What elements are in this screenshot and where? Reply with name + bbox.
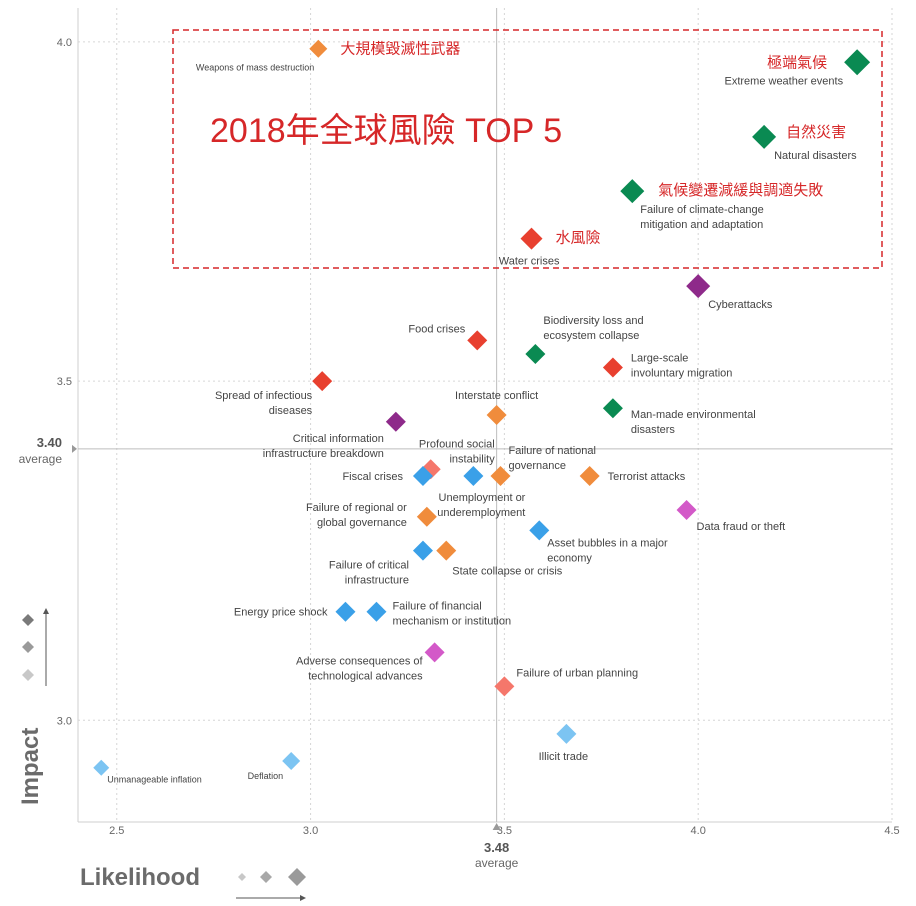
point-marker	[424, 642, 445, 663]
x-tick-label: 4.0	[691, 825, 706, 837]
point-marker	[309, 39, 328, 58]
point-label: Biodiversity loss and ecosystem collapse	[543, 315, 643, 342]
point-label-cn: 氣候變遷減緩與調適失敗	[658, 181, 823, 199]
point-label: Adverse consequences of technological adv…	[296, 655, 424, 682]
impact-legend-diamond	[22, 614, 34, 626]
point-label: Failure of financial mechanism or institu…	[392, 601, 511, 628]
y-tick-label: 3.0	[57, 715, 72, 727]
point-marker	[93, 759, 110, 776]
point-label: Weapons of mass destruction	[196, 63, 314, 73]
likelihood-legend-diamond	[260, 871, 272, 883]
point-label: Man-made environmental disasters	[631, 409, 756, 436]
point-marker	[463, 466, 484, 487]
point-marker	[312, 371, 333, 392]
point-label: Failure of climate-change mitigation and …	[640, 204, 764, 231]
point-label: Large-scale involuntary migration	[631, 353, 733, 380]
x-axis-title: Likelihood	[80, 864, 200, 891]
point-marker	[486, 405, 507, 425]
point-marker	[467, 330, 488, 351]
point-marker	[602, 398, 623, 419]
point-label: Failure of urban planning	[516, 667, 638, 679]
point-label: State collapse or crisis	[452, 566, 563, 578]
point-marker	[686, 274, 711, 299]
point-label: Unemployment or underemployment	[437, 492, 525, 519]
point-label: Unmanageable inflation	[107, 775, 202, 785]
impact-legend-diamond	[22, 641, 34, 653]
x-average-word: average	[475, 856, 519, 870]
point-marker	[602, 357, 623, 378]
point-marker	[752, 124, 777, 149]
point-marker	[844, 49, 871, 76]
y-tick-label: 3.5	[57, 376, 72, 388]
point-marker	[579, 466, 600, 487]
point-marker	[556, 723, 577, 744]
y-axis-title: Impact	[17, 728, 44, 805]
y-tick-label: 4.0	[57, 37, 72, 49]
point-label-cn: 自然災害	[786, 124, 846, 141]
point-label-cn: 水風險	[556, 230, 601, 247]
point-marker	[494, 676, 515, 697]
x-tick-label: 3.5	[497, 825, 512, 837]
point-marker	[412, 466, 433, 487]
point-marker	[490, 466, 511, 487]
x-tick-label: 3.0	[303, 825, 318, 837]
point-label: Terrorist attacks	[608, 471, 686, 483]
point-label: Water crises	[499, 256, 560, 268]
point-label: Natural disasters	[774, 150, 857, 162]
tick-labels: 2.5 3.0 3.5 4.0 4.5 3.0 3.5 4.0	[57, 37, 900, 837]
axis-legends	[22, 608, 306, 901]
point-label: Deflation	[248, 771, 284, 781]
impact-arrowhead	[43, 608, 49, 614]
point-label: Fiscal crises	[342, 471, 403, 483]
top5-highlight-box	[172, 29, 883, 269]
likelihood-legend-diamond	[238, 873, 246, 881]
point-marker	[620, 179, 645, 204]
data-points: Weapons of mass destruction 大規模毀滅性武器 Extre…	[93, 39, 871, 785]
point-marker	[525, 343, 546, 364]
y-average-word: average	[19, 452, 63, 466]
point-label: Critical information infrastructure break…	[263, 433, 384, 460]
point-label: Food crises	[408, 323, 465, 335]
point-label: Profound social instability	[419, 438, 495, 465]
impact-legend-diamond	[22, 669, 34, 681]
point-marker	[282, 751, 301, 770]
point-label: Cyberattacks	[708, 299, 773, 311]
y-average-marker	[72, 444, 77, 453]
point-marker	[385, 411, 406, 432]
point-label: Data fraud or theft	[697, 521, 786, 533]
y-average-value: 3.40	[37, 435, 62, 450]
likelihood-legend-diamond	[288, 868, 306, 886]
point-label: Interstate conflict	[455, 390, 538, 402]
point-label: Failure of national governance	[509, 445, 596, 472]
point-marker	[335, 601, 356, 622]
x-average-value: 3.48	[484, 840, 509, 855]
point-marker	[520, 227, 543, 250]
likelihood-arrowhead	[300, 895, 306, 901]
grid	[77, 8, 893, 823]
point-label: Illicit trade	[539, 751, 589, 763]
point-label: Extreme weather events	[724, 75, 843, 87]
point-marker	[366, 601, 387, 622]
chart-title: 2018年全球風險 TOP 5	[210, 112, 562, 150]
point-marker	[676, 499, 697, 520]
x-average-marker	[492, 823, 501, 830]
point-label-cn: 大規模毀滅性武器	[340, 41, 460, 58]
point-marker	[529, 520, 550, 541]
point-label: Failure of regional or global governance	[306, 502, 407, 529]
point-marker	[416, 506, 437, 527]
point-label: Failure of critical infrastructure	[329, 560, 409, 587]
x-tick-label: 2.5	[109, 825, 124, 837]
point-label: Spread of infectious diseases	[215, 390, 313, 417]
point-marker	[436, 540, 457, 561]
x-tick-label: 4.5	[884, 825, 899, 837]
point-label: Asset bubbles in a major economy	[547, 537, 668, 564]
point-label-cn: 極端氣候	[767, 54, 827, 71]
point-marker	[412, 540, 433, 561]
point-label: Energy price shock	[234, 607, 328, 619]
